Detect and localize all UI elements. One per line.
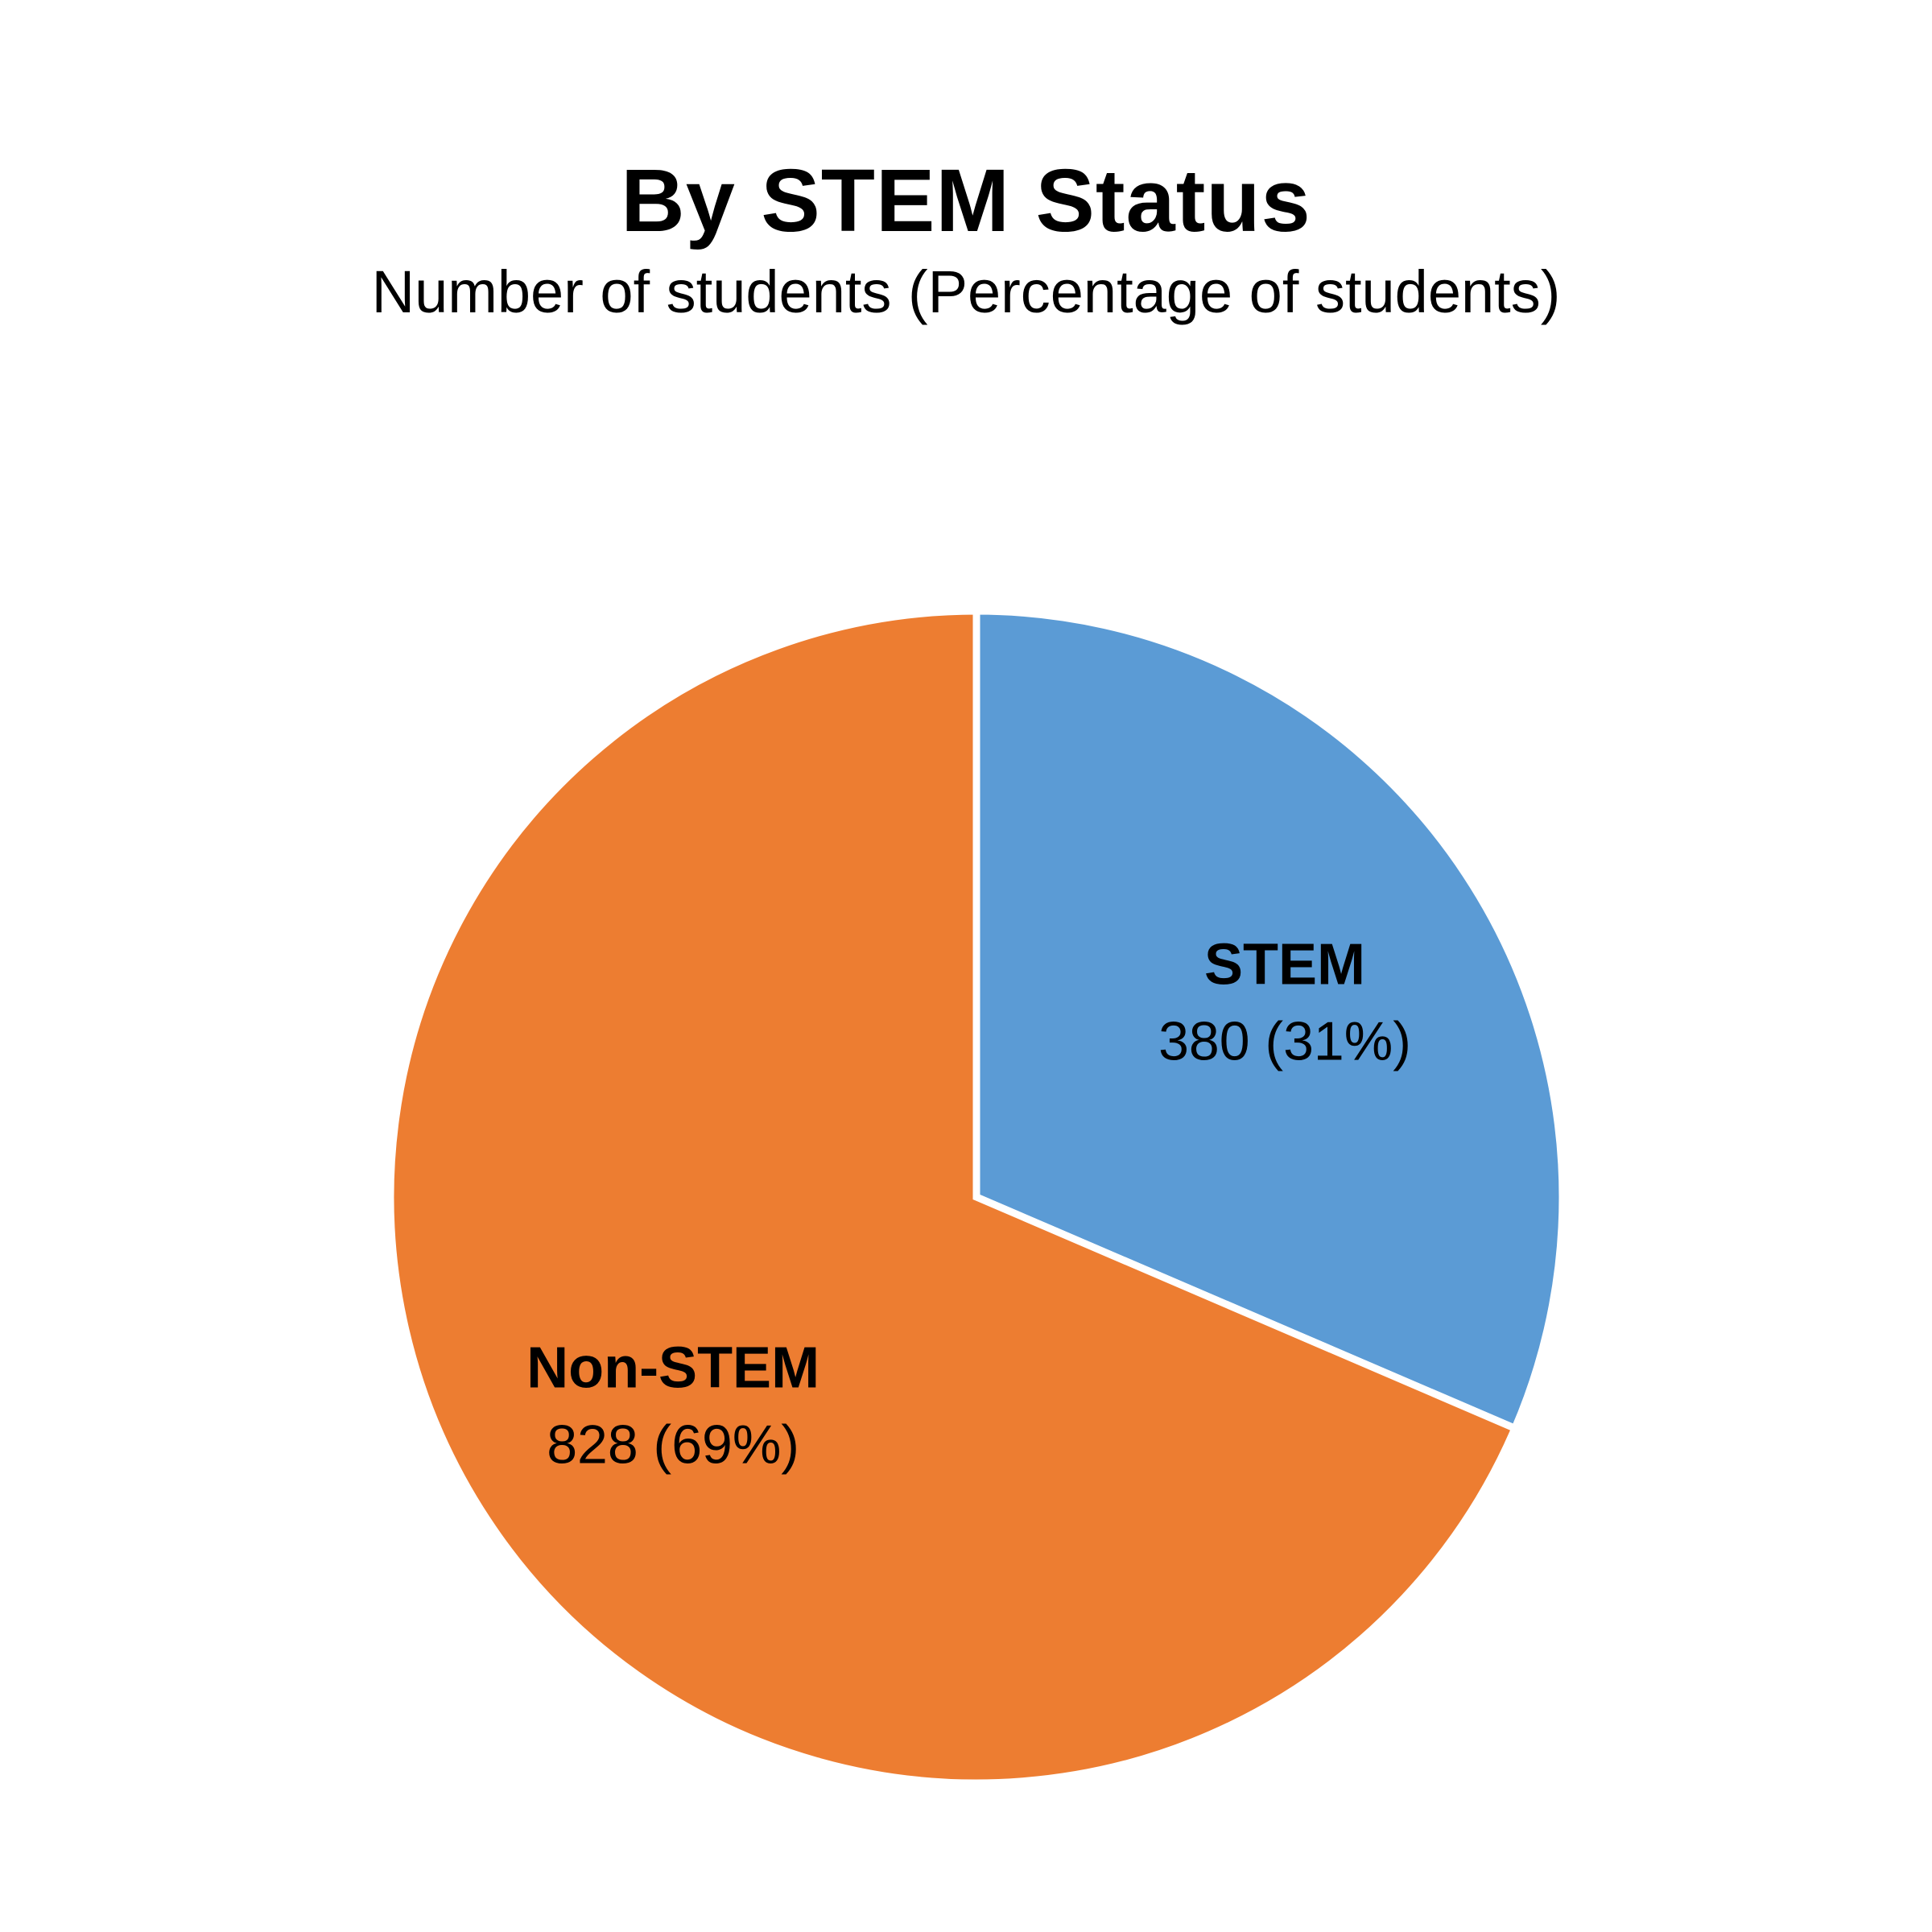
chart-subtitle: Number of students (Percentage of studen… bbox=[371, 258, 1561, 325]
slice-label-stem-name: STEM bbox=[1204, 933, 1365, 997]
pie-slices bbox=[386, 607, 1567, 1787]
pie-slice-stem bbox=[972, 607, 1567, 1434]
pie-slice-non-stem bbox=[386, 607, 1520, 1787]
slice-label-stem-value: 380 (31%) bbox=[1158, 1011, 1411, 1072]
pie-labels: STEM 380 (31%) Non-STEM 828 (69%) bbox=[526, 933, 1411, 1476]
chart-title: By STEM Status bbox=[621, 151, 1311, 250]
slice-label-non-stem-value: 828 (69%) bbox=[547, 1414, 799, 1475]
slice-label-non-stem-name: Non-STEM bbox=[526, 1335, 819, 1400]
